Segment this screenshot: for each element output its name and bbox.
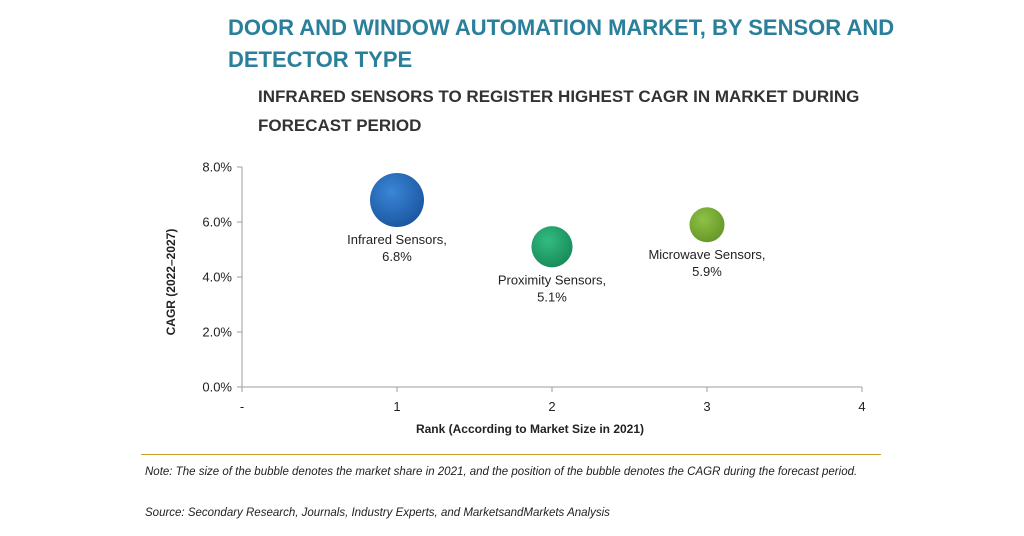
y-tick-label: 2.0% bbox=[202, 325, 232, 340]
bubble-label-value: 6.8% bbox=[382, 249, 412, 264]
x-tick-label: 3 bbox=[703, 399, 710, 414]
y-tick-label: 4.0% bbox=[202, 270, 232, 285]
footnote: Note: The size of the bubble denotes the… bbox=[145, 466, 858, 478]
x-tick-label: 2 bbox=[548, 399, 555, 414]
y-tick-label: 8.0% bbox=[202, 160, 232, 175]
chart-title: DOOR AND WINDOW AUTOMATION MARKET, BY SE… bbox=[228, 15, 895, 72]
x-tick-label: 1 bbox=[393, 399, 400, 414]
y-tick-label: 0.0% bbox=[202, 380, 232, 395]
bubble-label-name: Infrared Sensors, bbox=[347, 232, 447, 247]
x-tick-label: - bbox=[240, 399, 244, 414]
axes: 0.0% 2.0% 4.0% 6.0% 8.0% - 1 2 3 4 Rank (According… bbox=[164, 160, 866, 437]
bubble-proximitysensors bbox=[531, 226, 573, 268]
bubbles bbox=[370, 173, 725, 268]
chart-subtitle: INFRARED SENSORS TO REGISTER HIGHEST CAG… bbox=[258, 87, 860, 135]
x-tick-label: 4 bbox=[858, 399, 865, 414]
bubble-label-value: 5.9% bbox=[692, 264, 722, 279]
bubble-labels: Infrared Sensors, 6.8% Proximity Sensors, 5… bbox=[347, 232, 765, 304]
bubble-label-name: Microwave Sensors, bbox=[648, 247, 765, 262]
x-axis-title: Rank (According to Market Size in 2021) bbox=[416, 422, 644, 436]
source-note: Source: Secondary Research, Journals, In… bbox=[145, 507, 610, 519]
y-axis-title: CAGR (2022–2027) bbox=[164, 229, 178, 336]
bubble-microwavesensors bbox=[689, 207, 725, 243]
bubble-label-name: Proximity Sensors, bbox=[498, 272, 606, 287]
bubble-infraredsensors bbox=[370, 173, 424, 227]
y-tick-label: 6.0% bbox=[202, 215, 232, 230]
bubble-label-value: 5.1% bbox=[537, 289, 567, 304]
bubble-chart: 0.0% 2.0% 4.0% 6.0% 8.0% - 1 2 3 4 Rank (According… bbox=[164, 160, 866, 437]
footer-divider bbox=[141, 454, 881, 455]
